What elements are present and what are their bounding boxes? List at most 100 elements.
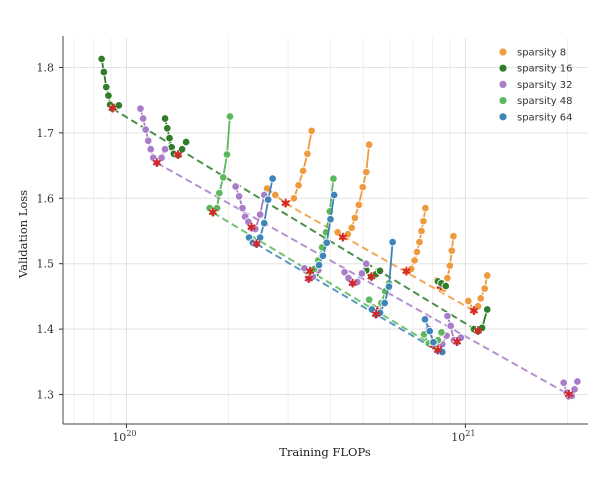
optimum-star-marker: ✱: [305, 265, 315, 279]
data-point: [443, 311, 452, 321]
optimum-star-marker: ✱: [371, 308, 381, 322]
data-point: [307, 126, 316, 136]
y-tick-label: 1.5: [37, 258, 55, 271]
legend-label: sparsity 48: [517, 96, 573, 107]
data-point: [447, 246, 457, 255]
data-point: [364, 140, 374, 149]
legend-marker: [498, 63, 508, 73]
data-point: [340, 267, 349, 277]
legend-label: sparsity 64: [517, 112, 573, 123]
data-point: [364, 295, 374, 304]
data-point: [181, 137, 191, 147]
data-point: [104, 91, 113, 100]
data-point: [173, 150, 183, 160]
data-point: [388, 237, 397, 247]
data-point: [482, 305, 492, 314]
data-point: [445, 261, 455, 270]
x-tick-label: 1020: [112, 429, 136, 444]
data-point: [144, 136, 153, 145]
data-point: [225, 112, 235, 121]
data-point: [314, 260, 324, 270]
data-point: [255, 233, 265, 242]
data-point: [177, 144, 187, 154]
optimum-star-marker: ✱: [469, 304, 479, 318]
legend-marker: [498, 112, 508, 122]
data-point: [570, 385, 579, 394]
data-point: [231, 182, 240, 191]
data-point: [476, 294, 485, 303]
data-point: [421, 203, 430, 213]
optimum-star-marker: ✱: [251, 237, 261, 251]
optimum-star-marker: ✱: [304, 272, 314, 286]
data-point: [420, 315, 430, 324]
data-point: [473, 301, 483, 311]
data-point: [222, 150, 232, 159]
legend-marker: [498, 80, 508, 89]
data-point: [480, 284, 489, 293]
data-point: [163, 124, 172, 133]
data-point: [146, 144, 156, 154]
legend: sparsity 8 sparsity 16 sparsity 32 sparsity…: [498, 47, 573, 123]
data-point: [160, 114, 170, 123]
axes: 1.3 1.4 1.5 1.6 1.7 1.8 1020 1021: [37, 36, 588, 444]
data-point: [102, 82, 111, 92]
data-point: [157, 153, 166, 162]
y-axis-label: Validation Loss: [16, 190, 30, 279]
data-point: [141, 125, 150, 134]
optimum-star-marker: ✱: [108, 102, 118, 116]
data-point: [234, 192, 244, 201]
optimum-star-marker: ✱: [247, 221, 257, 235]
data-point: [419, 216, 428, 226]
data-point: [251, 224, 260, 234]
data-point: [362, 259, 371, 268]
legend-marker: [498, 47, 508, 57]
optimum-star-marker: ✱: [173, 148, 183, 162]
data-point: [160, 144, 170, 154]
legend-label: sparsity 16: [517, 64, 573, 75]
y-tick-label: 1.4: [37, 323, 55, 336]
data-point: [477, 323, 487, 333]
data-point: [303, 149, 312, 159]
data-point: [298, 166, 308, 176]
data-point: [252, 239, 261, 249]
optimum-star-marker: ✱: [473, 324, 483, 338]
data-point: [353, 277, 362, 287]
data-point: [343, 230, 353, 239]
legend-label: sparsity 32: [517, 80, 573, 91]
data-point: [380, 298, 389, 308]
data-point: [259, 218, 269, 228]
y-tick-label: 1.3: [37, 389, 55, 402]
data-point: [218, 173, 228, 182]
optimum-star-marker: ✱: [348, 276, 358, 290]
data-point: [138, 114, 148, 123]
data-point: [357, 269, 367, 278]
data-point: [415, 237, 424, 247]
trend-line: [285, 202, 475, 312]
data-point: [354, 200, 364, 210]
data-point: [212, 203, 222, 213]
data-point: [573, 377, 582, 386]
data-point: [281, 199, 290, 208]
data-point: [152, 158, 162, 168]
data-point: [215, 188, 224, 198]
data-point: [329, 190, 339, 200]
y-tick-label: 1.8: [37, 61, 55, 74]
data-point: [446, 321, 455, 331]
optimum-star-marker: ✱: [152, 156, 162, 170]
data-point: [425, 326, 434, 336]
data-point: [449, 231, 458, 241]
data-point: [97, 54, 106, 64]
optimum-star-marker: ✱: [366, 270, 376, 284]
data-point: [99, 67, 109, 77]
data-point: [136, 104, 145, 113]
data-point: [438, 347, 447, 357]
data-point: [114, 101, 124, 110]
data-point: [268, 174, 277, 183]
y-tick-label: 1.7: [37, 127, 55, 140]
data-point: [456, 333, 466, 342]
x-tick-label: 1021: [451, 429, 475, 444]
data-groups: ✱✱✱✱✱✱✱✱✱✱✱✱✱✱✱✱✱✱✱✱✱✱✱: [97, 54, 582, 402]
trend-line: [212, 211, 434, 347]
data-point: [322, 238, 332, 248]
data-point: [443, 273, 452, 283]
